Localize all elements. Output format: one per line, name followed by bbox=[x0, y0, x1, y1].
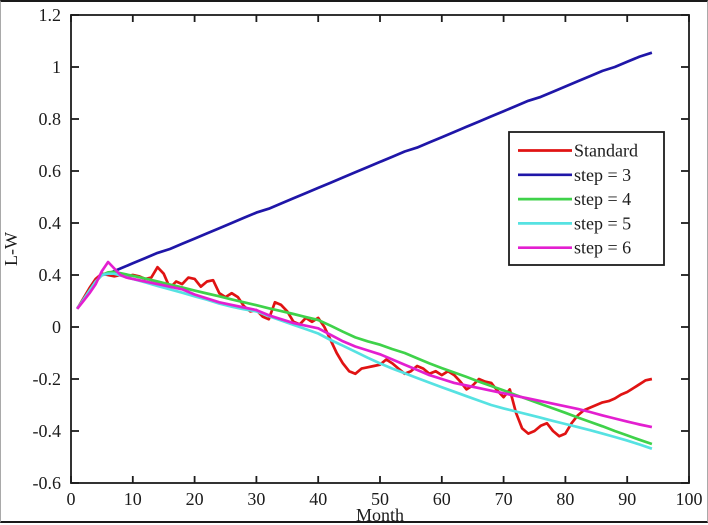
series-line-step-5 bbox=[76, 272, 653, 450]
x-tick-label: 70 bbox=[495, 489, 513, 509]
legend-label-step-5: step = 5 bbox=[574, 213, 631, 233]
series-lines bbox=[76, 51, 653, 450]
y-tick-label: 0.4 bbox=[39, 213, 62, 233]
axis-ticks bbox=[70, 14, 690, 484]
series-line-step-4 bbox=[76, 270, 653, 446]
legend: Standard step = 3 step = 4 step = 5 step = 6 bbox=[508, 131, 665, 266]
y-tick-label: 0.4 bbox=[39, 265, 62, 285]
x-tick-label: 10 bbox=[124, 489, 142, 509]
y-tick-label: 1 bbox=[52, 57, 61, 77]
x-tick-label: 20 bbox=[186, 489, 204, 509]
y-tick-label: 0.8 bbox=[39, 109, 62, 129]
x-tick-label: 0 bbox=[67, 489, 76, 509]
x-tick-label: 30 bbox=[247, 489, 265, 509]
x-axis-label: Month bbox=[356, 505, 404, 525]
y-axis-label: L-W bbox=[1, 232, 21, 266]
legend-label-standard: Standard bbox=[574, 141, 638, 161]
x-tick-label: 50 bbox=[371, 489, 389, 509]
legend-label-step-4: step = 4 bbox=[574, 189, 631, 209]
series-line-step-3 bbox=[76, 51, 653, 310]
series-line-standard bbox=[76, 265, 653, 438]
y-tick-label: -0.6 bbox=[33, 473, 62, 493]
x-tick-label: 40 bbox=[309, 489, 327, 509]
y-tick-label: 0.6 bbox=[39, 161, 62, 181]
y-tick-label: -0.4 bbox=[33, 421, 62, 441]
axis-tick-labels: 0 10 20 30 40 50 60 70 80 90 1001.210.80.60.40.40-… bbox=[33, 5, 703, 509]
x-tick-label: 90 bbox=[618, 489, 636, 509]
x-tick-label: 100 bbox=[676, 489, 703, 509]
y-tick-label: 0 bbox=[52, 317, 61, 337]
legend-label-step-3: step = 3 bbox=[574, 165, 631, 185]
x-tick-label: 60 bbox=[433, 489, 451, 509]
y-tick-label: 1.2 bbox=[39, 5, 62, 25]
legend-label-step-6: step = 6 bbox=[574, 238, 631, 258]
series-line-step-6 bbox=[76, 260, 653, 429]
y-tick-label: -0.2 bbox=[33, 369, 62, 389]
x-tick-label: 80 bbox=[556, 489, 574, 509]
